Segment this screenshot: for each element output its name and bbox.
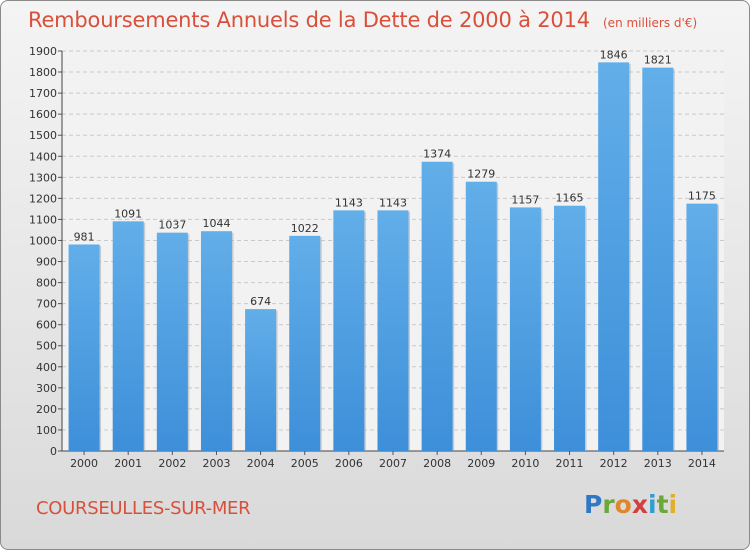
- data-label: 981: [74, 230, 95, 243]
- bar: [200, 231, 232, 451]
- bar: [68, 244, 100, 451]
- x-tick-label: 2001: [114, 457, 142, 470]
- data-label: 1165: [556, 192, 584, 205]
- y-tick-label: 0: [50, 445, 57, 458]
- x-tick-label: 2000: [70, 457, 98, 470]
- bar: [554, 205, 586, 451]
- bar: [642, 67, 674, 451]
- data-label: 1091: [114, 207, 142, 220]
- data-label: 1175: [688, 190, 716, 203]
- x-tick-label: 2009: [467, 457, 495, 470]
- x-tick-label: 2005: [291, 457, 319, 470]
- unit-note: (en milliers d'€): [603, 16, 698, 30]
- proxiti-logo: Proxiti: [584, 490, 678, 519]
- bar: [598, 62, 630, 452]
- y-tick-label: 200: [36, 403, 57, 416]
- bar: [377, 210, 409, 451]
- bar: [333, 210, 365, 451]
- y-tick-label: 600: [36, 319, 57, 332]
- data-label: 1846: [600, 48, 628, 61]
- y-tick-label: 1200: [29, 192, 57, 205]
- data-label: 1143: [335, 196, 363, 209]
- x-tick-label: 2012: [600, 457, 628, 470]
- y-tick-label: 700: [36, 298, 57, 311]
- bar: [465, 181, 497, 451]
- y-tick-label: 100: [36, 424, 57, 437]
- x-tick-label: 2008: [423, 457, 451, 470]
- y-tick-label: 1300: [29, 171, 57, 184]
- bar: [112, 221, 144, 451]
- data-label: 1143: [379, 196, 407, 209]
- bar: [289, 235, 321, 451]
- data-label: 674: [250, 295, 271, 308]
- y-tick-label: 800: [36, 277, 57, 290]
- y-tick-label: 400: [36, 361, 57, 374]
- x-tick-label: 2014: [688, 457, 716, 470]
- x-tick-label: 2004: [247, 457, 275, 470]
- x-tick-label: 2002: [158, 457, 186, 470]
- data-label: 1022: [291, 222, 319, 235]
- y-tick-label: 1600: [29, 108, 57, 121]
- chart-title-block: Remboursements Annuels de la Dette de 20…: [28, 8, 697, 32]
- x-tick-label: 2013: [644, 457, 672, 470]
- x-tick-label: 2010: [511, 457, 539, 470]
- y-tick-label: 1400: [29, 150, 57, 163]
- data-label: 1279: [467, 168, 495, 181]
- x-tick-label: 2003: [202, 457, 230, 470]
- y-tick-label: 1100: [29, 213, 57, 226]
- bar: [156, 232, 188, 451]
- y-tick-label: 1700: [29, 87, 57, 100]
- bar: [421, 161, 453, 451]
- bar: [509, 207, 541, 451]
- x-tick-label: 2011: [556, 457, 584, 470]
- x-tick-label: 2006: [335, 457, 363, 470]
- data-label: 1821: [644, 54, 672, 67]
- y-tick-label: 1000: [29, 234, 57, 247]
- y-tick-label: 1900: [29, 45, 57, 58]
- y-tick-label: 500: [36, 340, 57, 353]
- data-label: 1044: [202, 217, 230, 230]
- bar: [686, 203, 718, 451]
- data-label: 1037: [158, 219, 186, 232]
- y-tick-label: 900: [36, 256, 57, 269]
- y-tick-label: 1800: [29, 66, 57, 79]
- y-tick-label: 1500: [29, 129, 57, 142]
- chart-title: Remboursements Annuels de la Dette de 20…: [28, 8, 590, 32]
- location-label: COURSEULLES-SUR-MER: [36, 498, 251, 519]
- data-label: 1157: [511, 193, 539, 206]
- data-label: 1374: [423, 148, 451, 161]
- x-tick-label: 2007: [379, 457, 407, 470]
- bar: [245, 309, 277, 451]
- y-tick-label: 300: [36, 382, 57, 395]
